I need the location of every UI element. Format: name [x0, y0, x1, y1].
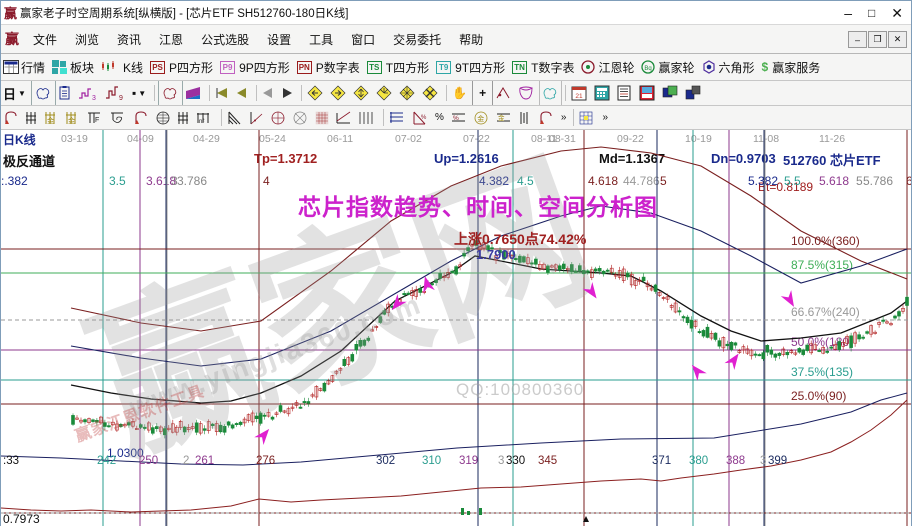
svg-text:9: 9 [119, 95, 123, 101]
svg-text:%: % [421, 115, 427, 121]
svg-text:n²: n² [199, 119, 204, 125]
svg-text:3: 3 [92, 95, 96, 101]
svg-text:%: % [453, 115, 459, 122]
svg-text:金: 金 [68, 116, 75, 125]
svg-text:100.0%(360): 100.0%(360) [791, 234, 860, 248]
svg-text:25.0%(90): 25.0%(90) [791, 389, 846, 403]
svg-text:50.0%(180): 50.0%(180) [791, 335, 853, 349]
svg-text:21: 21 [575, 93, 583, 100]
svg-text:Bq: Bq [645, 66, 652, 72]
svg-text:金: 金 [498, 113, 505, 122]
svg-text:37.5%(135): 37.5%(135) [791, 365, 853, 379]
svg-text:金: 金 [477, 114, 484, 123]
svg-text:金: 金 [47, 116, 54, 125]
svg-text:F: F [95, 117, 99, 124]
svg-text:87.5%(315): 87.5%(315) [791, 258, 853, 272]
svg-text:66.67%(240): 66.67%(240) [791, 305, 860, 319]
